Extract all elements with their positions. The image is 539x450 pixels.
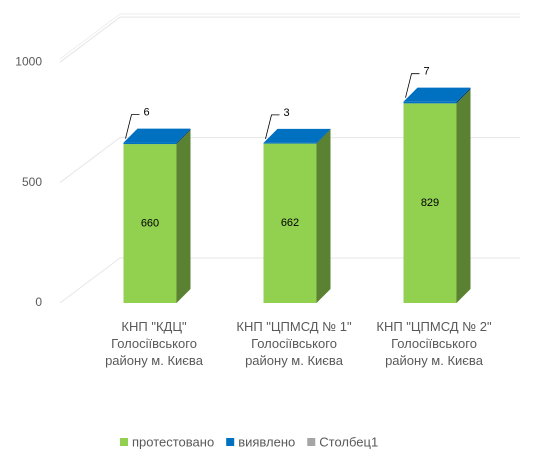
bar-side [456,89,471,303]
grid-line [59,257,520,304]
legend-label: протестовано [132,434,214,449]
bar-side [316,128,331,144]
bar [263,143,317,303]
grid-line [59,16,520,63]
bar [403,103,457,303]
x-tick-label: КНП "ЦПМСД № 2" Голосіївського району м.… [376,319,492,368]
bar-top [403,87,471,102]
legend-label: Столбец1 [319,434,378,449]
bar-side [316,129,331,303]
y-tick-label: 500 [22,175,42,189]
data-label: 660 [141,217,159,229]
bar [263,142,317,144]
leader-line [405,73,420,98]
x-tick-label: КНП "КДЦ" Голосіївського району м. Києва [105,319,203,368]
legend-swatch [120,438,128,446]
bar [403,101,457,104]
legend-swatch [307,438,316,446]
data-label: 3 [284,107,290,119]
bar [123,142,177,145]
bar-side [176,130,191,303]
leader-line [265,114,280,139]
data-label: 7 [424,66,430,78]
x-tick-label: КНП "ЦПМСД № 1" Голосіївського району м.… [236,319,352,368]
leader-line [125,114,140,139]
bar-top [263,128,331,143]
wall-top [59,13,520,60]
legend-swatch [226,438,235,446]
data-label: 829 [421,197,439,209]
bar-side [456,87,471,104]
data-label: 6 [144,107,150,119]
bar-side [176,128,191,145]
grid-line [59,137,520,183]
legend-label: виявлено [238,434,295,449]
bar-top [123,128,191,143]
bar [123,144,177,303]
y-tick-label: 0 [35,295,42,309]
data-label: 662 [281,217,299,229]
y-tick-label: 1000 [15,54,42,68]
